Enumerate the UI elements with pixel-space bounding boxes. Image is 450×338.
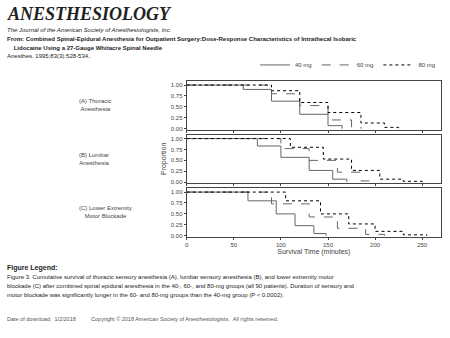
svg-text:0: 0 <box>185 242 189 248</box>
svg-text:Lidocaine Using a 27-Gauge Whi: Lidocaine Using a 27-Gauge Whitacre Spin… <box>7 45 163 51</box>
svg-text:1.00: 1.00 <box>171 136 183 142</box>
svg-text:Figure Legend:: Figure Legend: <box>7 264 58 272</box>
svg-text:200: 200 <box>370 242 381 248</box>
svg-text:0.25: 0.25 <box>171 222 183 228</box>
svg-text:The Journal of the American So: The Journal of the American Society of A… <box>7 27 171 33</box>
svg-text:60 mg: 60 mg <box>357 62 374 68</box>
svg-text:From: Combined Spinal-Epidural: From: Combined Spinal-Epidural Anesthesi… <box>7 36 357 42</box>
svg-text:0.00: 0.00 <box>171 126 183 132</box>
svg-text:0.25: 0.25 <box>171 115 183 121</box>
svg-text:motor blockade was significant: motor blockade was significantly longer … <box>7 292 284 298</box>
svg-text:ANESTHESIOLOGY: ANESTHESIOLOGY <box>7 4 172 24</box>
svg-text:0.75: 0.75 <box>171 93 183 99</box>
svg-text:40 mg: 40 mg <box>295 62 312 68</box>
svg-text:0.25: 0.25 <box>171 168 183 174</box>
svg-text:250: 250 <box>417 242 428 248</box>
svg-text:Date of download: 1/2/2018: Date of download: 1/2/2018 Copyright © 2… <box>7 316 279 322</box>
svg-text:1.00: 1.00 <box>171 82 183 88</box>
svg-text:0.50: 0.50 <box>171 157 183 163</box>
svg-text:(A) ThoracicAnesthesia: (A) ThoracicAnesthesia <box>79 98 112 112</box>
svg-text:(C) Lower ExtremityMotor Block: (C) Lower ExtremityMotor Blockade <box>79 205 132 219</box>
svg-text:1.00: 1.00 <box>171 189 183 195</box>
svg-text:Figure 3. Cumulative survival: Figure 3. Cumulative survival of thoraci… <box>7 274 334 280</box>
svg-text:80 mg: 80 mg <box>418 62 435 68</box>
svg-text:Anesthes. 1995;83(3):528-534..: Anesthes. 1995;83(3):528-534.. <box>7 53 92 59</box>
svg-text:0.75: 0.75 <box>171 147 183 153</box>
svg-text:0.50: 0.50 <box>171 211 183 217</box>
svg-text:blockade (C) after combined sp: blockade (C) after combined spinal epidu… <box>7 283 354 289</box>
svg-text:50: 50 <box>230 242 237 248</box>
svg-text:150: 150 <box>323 242 334 248</box>
svg-text:Proportion: Proportion <box>160 143 168 175</box>
svg-text:(B) LumbarAnesthesia: (B) LumbarAnesthesia <box>79 152 110 166</box>
svg-text:Survival Time (minutes): Survival Time (minutes) <box>277 248 350 256</box>
svg-text:0.50: 0.50 <box>171 104 183 110</box>
svg-text:0.00: 0.00 <box>171 233 183 239</box>
svg-text:0.00: 0.00 <box>171 179 183 185</box>
svg-text:0.75: 0.75 <box>171 200 183 206</box>
svg-text:100: 100 <box>276 242 287 248</box>
